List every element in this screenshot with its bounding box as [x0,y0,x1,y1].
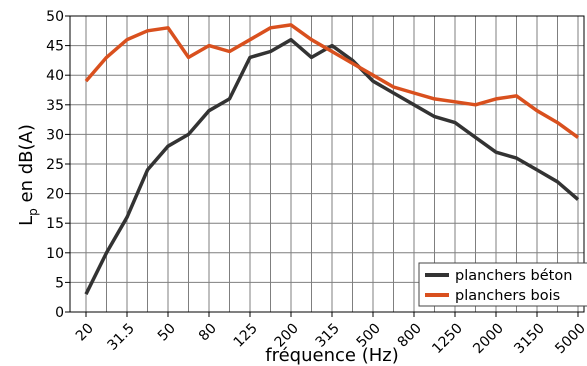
y-tick-label: 40 [46,68,64,84]
series-layer [84,23,580,295]
x-axis-title: fréquence (Hz) [265,345,398,366]
x-tick-label: 80 [196,321,220,345]
y-tick-label: 15 [46,216,64,232]
y-tick-label: 30 [46,127,64,143]
y-axis-title-rest: en dB(A) [16,124,37,208]
y-tick-label: 10 [46,246,64,262]
legend: planchers béton planchers bois [418,262,587,307]
x-tick-label: 3150 [511,321,548,358]
y-tick-label: 0 [55,305,64,321]
x-tick-label: 20 [73,321,97,345]
y-tick-label: 50 [46,9,64,25]
x-tick-label: 800 [395,321,425,351]
y-tick-label: 25 [46,157,64,173]
y-tick-label: 5 [55,275,64,291]
y-axis-title-main: L [16,216,37,226]
legend-box [418,262,587,307]
plot-frame [69,15,585,313]
y-tick-label: 45 [46,39,64,55]
legend-label-beton: planchers béton [455,268,572,284]
y-axis-ticks: 0 5 10 15 20 25 30 35 40 45 50 [46,9,70,321]
y-tick-label: 20 [46,187,64,203]
legend-label-bois: planchers bois [455,288,560,304]
x-tick-label: 5000 [552,321,587,358]
x-tick-label: 2000 [470,321,507,358]
y-axis-title: Lp en dB(A) [16,124,40,226]
x-tick-label: 31.5 [104,321,137,354]
x-tick-label: 50 [155,321,179,345]
y-tick-label: 35 [46,98,64,114]
series-line-bois [84,23,580,139]
y-axis-title-subscript: p [26,208,40,216]
series-line-beton [84,37,580,295]
x-tick-label: 125 [231,321,261,351]
x-tick-label: 1250 [429,321,466,358]
